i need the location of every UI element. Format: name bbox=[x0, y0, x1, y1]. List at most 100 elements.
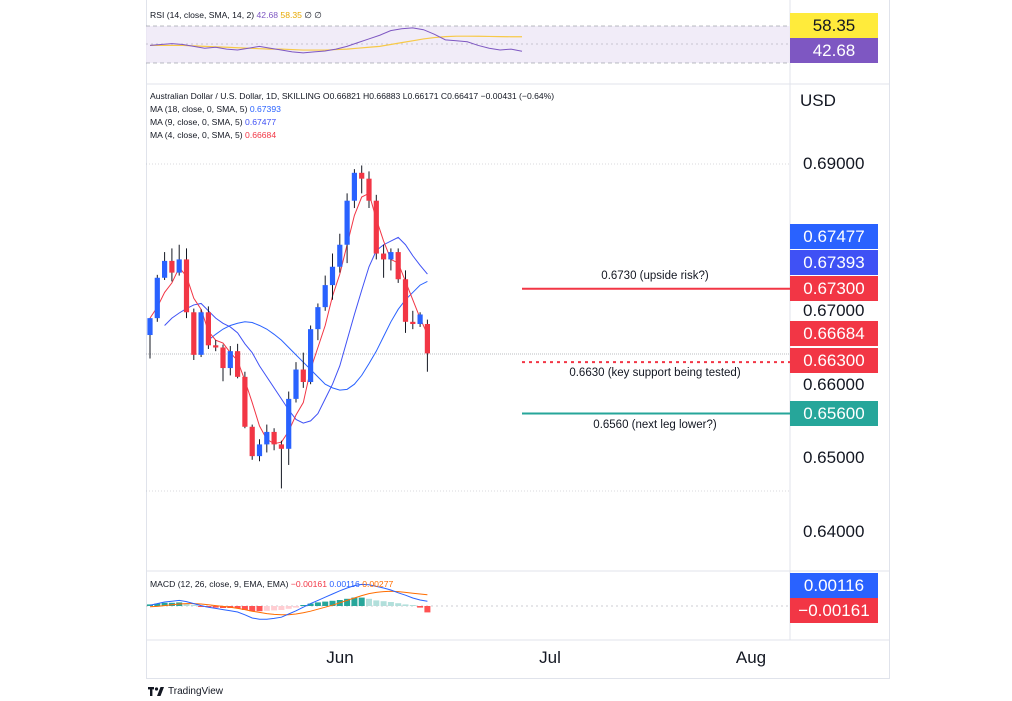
macd-histogram-bar bbox=[249, 606, 256, 612]
candle-body bbox=[402, 279, 409, 322]
ma9-label: MA (9, close, 0, SMA, 5) bbox=[150, 117, 243, 127]
macd-histogram-bar bbox=[183, 604, 190, 606]
ma18-label: MA (18, close, 0, SMA, 5) bbox=[150, 104, 248, 114]
candle-body bbox=[308, 329, 314, 382]
candle-body bbox=[256, 444, 263, 457]
candle bbox=[300, 352, 306, 388]
candle bbox=[249, 424, 255, 460]
candle-body bbox=[315, 307, 321, 330]
rsi-line bbox=[149, 27, 523, 54]
macd-line-value: 0.00116 bbox=[329, 579, 360, 589]
candle-body bbox=[169, 260, 175, 273]
candle bbox=[344, 193, 350, 264]
candles[interactable] bbox=[147, 165, 430, 489]
macd-histogram-bar bbox=[205, 606, 212, 608]
candle bbox=[198, 309, 204, 358]
macd-histogram-bar bbox=[387, 602, 394, 606]
candle-body bbox=[395, 252, 401, 280]
candle-body bbox=[227, 351, 233, 369]
candle-body bbox=[344, 200, 350, 245]
macd-histogram-bar bbox=[300, 605, 307, 606]
candle-body bbox=[278, 444, 284, 449]
price-levels bbox=[522, 287, 790, 415]
lower-annotation: 0.6560 (next leg lower?) bbox=[593, 419, 717, 431]
candle-body bbox=[191, 312, 197, 355]
macd-line-badge: 0.00116 bbox=[790, 573, 878, 598]
macd-histogram-bar bbox=[329, 600, 336, 606]
candle bbox=[308, 325, 314, 385]
macd-histogram-bar bbox=[285, 606, 292, 609]
candle-body bbox=[154, 277, 160, 319]
macd-histogram-bar bbox=[417, 606, 424, 608]
ohlc-values: O0.66821 H0.66883 L0.66171 C0.66417 −0.0… bbox=[322, 91, 555, 101]
macd-histogram-bar bbox=[314, 602, 321, 606]
candle bbox=[424, 319, 430, 372]
macd-signal-line bbox=[149, 590, 428, 616]
macd-histogram-bar bbox=[256, 606, 263, 612]
candle-body bbox=[293, 369, 299, 399]
ma4-label: MA (4, close, 0, SMA, 5) bbox=[150, 130, 243, 140]
y-tick-label: 0.69000 bbox=[803, 154, 865, 173]
symbol-title: Australian Dollar / U.S. Dollar, 1D, SKI… bbox=[150, 91, 321, 101]
macd-histogram-bar bbox=[395, 603, 402, 606]
y-tick-label: 0.64000 bbox=[803, 522, 865, 541]
upside-price-badge: 0.67300 bbox=[790, 276, 878, 301]
rsi-value: 42.68 bbox=[256, 10, 279, 20]
ma18-price-badge: 0.67393 bbox=[790, 250, 878, 275]
candle bbox=[417, 312, 423, 327]
candle-body bbox=[329, 266, 336, 286]
macd-pane bbox=[146, 583, 790, 620]
candle-body bbox=[242, 376, 248, 427]
y-tick-label: 0.66000 bbox=[803, 375, 865, 394]
candle-body bbox=[205, 312, 211, 346]
ma18-value: 0.67393 bbox=[249, 104, 281, 114]
macd-signal-value: 0.00277 bbox=[362, 579, 394, 589]
candle bbox=[205, 306, 211, 349]
candle-body bbox=[147, 318, 153, 336]
candle-body bbox=[359, 172, 365, 179]
macd-line bbox=[149, 583, 428, 620]
candle-body bbox=[198, 312, 204, 355]
candle-body bbox=[424, 324, 430, 354]
tradingview-logo-icon bbox=[148, 687, 164, 696]
candle bbox=[395, 248, 401, 283]
ma4-value: 0.66684 bbox=[245, 130, 277, 140]
ma18-line bbox=[208, 280, 428, 391]
y-tick-label: 0.67000 bbox=[803, 301, 865, 320]
ma4-price-badge: 0.66684 bbox=[790, 321, 878, 346]
candle bbox=[359, 165, 365, 194]
candle-body bbox=[337, 244, 343, 267]
brand[interactable]: TradingView bbox=[148, 686, 223, 697]
macd-histogram-bar bbox=[424, 606, 431, 613]
macd-hist-badge: −0.00161 bbox=[790, 598, 878, 623]
candle bbox=[271, 428, 277, 451]
macd-legend-name: MACD (12, 26, close, 9, EMA, EMA) bbox=[150, 579, 289, 589]
candle bbox=[162, 252, 168, 280]
candle bbox=[220, 344, 226, 382]
macd-histogram-bar bbox=[358, 597, 365, 606]
macd-histogram-bar bbox=[234, 606, 241, 609]
candle-body bbox=[264, 431, 270, 445]
candle bbox=[286, 391, 292, 465]
rsi-sma-value: 58.35 bbox=[280, 10, 302, 20]
candle bbox=[227, 346, 233, 376]
candle bbox=[147, 318, 153, 359]
macd-histogram-bar bbox=[263, 606, 270, 611]
macd-histogram-bar bbox=[293, 606, 299, 608]
candle bbox=[402, 270, 409, 333]
x-tick-label: Jul bbox=[539, 648, 561, 667]
candle-body bbox=[322, 285, 328, 308]
ma9-legend: MA (9, close, 0, SMA, 5) 0.67477 bbox=[150, 116, 554, 129]
candle bbox=[366, 171, 372, 209]
macd-histogram-bar bbox=[198, 606, 205, 607]
candle bbox=[256, 439, 263, 462]
chart-frame bbox=[146, 0, 890, 679]
candle-body bbox=[300, 369, 306, 382]
macd-histogram-bar bbox=[271, 606, 278, 611]
candle bbox=[183, 248, 190, 319]
candle bbox=[213, 340, 219, 352]
support-annotation: 0.6630 (key support being tested) bbox=[569, 367, 741, 379]
macd-histogram-bar bbox=[366, 598, 372, 606]
macd-histogram-bar bbox=[307, 603, 314, 606]
